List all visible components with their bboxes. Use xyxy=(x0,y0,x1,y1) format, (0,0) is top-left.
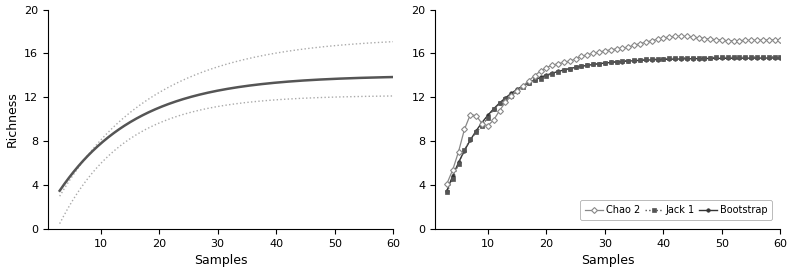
Chao 2 xyxy=(676,35,686,38)
Jack 1 xyxy=(764,55,773,59)
Bootstrap xyxy=(524,81,534,84)
X-axis label: Samples: Samples xyxy=(193,254,247,268)
X-axis label: Samples: Samples xyxy=(581,254,634,268)
Jack 1 xyxy=(723,56,733,59)
Jack 1 xyxy=(442,191,452,194)
Chao 2 xyxy=(776,38,785,41)
Jack 1 xyxy=(665,57,674,60)
Line: Jack 1: Jack 1 xyxy=(445,55,783,194)
Line: Bootstrap: Bootstrap xyxy=(445,56,782,192)
Chao 2 xyxy=(665,35,674,38)
Bootstrap xyxy=(776,56,785,60)
Legend: Chao 2, Jack 1, Bootstrap: Chao 2, Jack 1, Bootstrap xyxy=(580,200,772,220)
Jack 1 xyxy=(776,55,785,59)
Chao 2 xyxy=(442,182,452,185)
Bootstrap xyxy=(723,57,733,60)
Jack 1 xyxy=(524,81,534,84)
Chao 2 xyxy=(729,39,738,42)
Y-axis label: Richness: Richness xyxy=(6,91,18,147)
Chao 2 xyxy=(694,36,703,39)
Line: Chao 2: Chao 2 xyxy=(445,34,783,186)
Jack 1 xyxy=(688,56,697,60)
Bootstrap xyxy=(764,57,773,60)
Jack 1 xyxy=(518,85,527,88)
Chao 2 xyxy=(518,84,527,87)
Bootstrap xyxy=(442,189,452,192)
Chao 2 xyxy=(524,79,534,82)
Bootstrap xyxy=(688,57,697,60)
Bootstrap xyxy=(518,84,527,87)
Chao 2 xyxy=(764,38,773,42)
Bootstrap xyxy=(665,58,674,61)
